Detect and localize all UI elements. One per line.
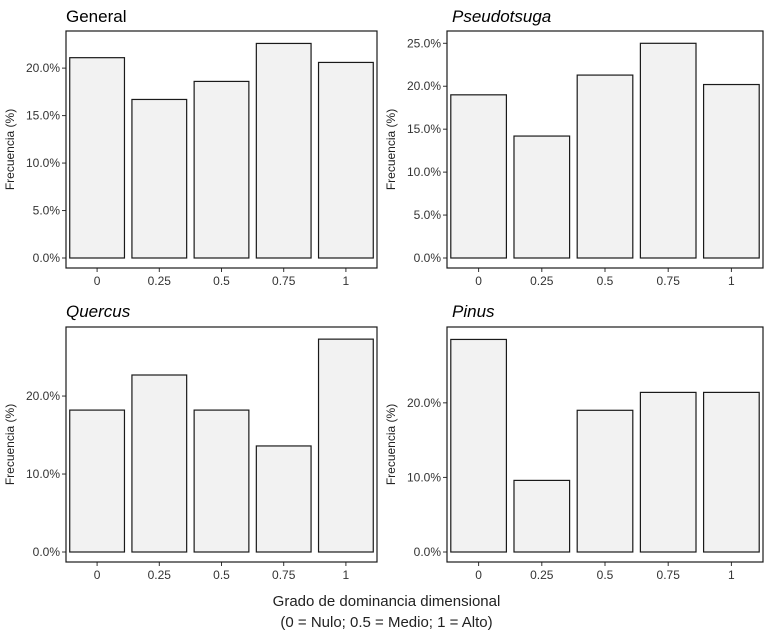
panel-2-ytick-label: 20.0% xyxy=(407,79,441,93)
panel-3-ytick-label: 20.0% xyxy=(26,389,60,403)
panel-4-xtick-label: 0.25 xyxy=(530,568,554,582)
panel-2-title: Pseudotsuga xyxy=(452,7,551,26)
panel-2-ytick-label: 15.0% xyxy=(407,122,441,136)
panel-1-xtick-label: 0.25 xyxy=(148,274,172,288)
panel-4: Pinus 0.0% 10.0% 20.0% Frecuencia (%) 0 0.25 0.… xyxy=(384,302,764,582)
panel-4-bar-0.25 xyxy=(513,479,571,553)
panel-2-bar-0.25 xyxy=(513,135,571,259)
panel-3-xtick-label: 1 xyxy=(343,568,350,582)
panel-2-frame xyxy=(446,30,764,269)
panel-1-ytick-label: 10.0% xyxy=(26,156,60,170)
panel-1-bar-1 xyxy=(317,61,374,259)
panel-1-ytick-label: 15.0% xyxy=(26,109,60,123)
panel-4-bar-1 xyxy=(702,391,760,553)
panel-3: Quercus 0.0% 10.0% 20.0% Frecuencia (%) 0 0.25… xyxy=(3,302,378,582)
panel-4-title: Pinus xyxy=(452,302,495,321)
panel-4-xtick-label: 0.75 xyxy=(657,568,681,582)
panel-4-ytick-label: 20.0% xyxy=(407,396,441,410)
panel-2-ytick-label: 10.0% xyxy=(407,165,441,179)
panel-1-title: General xyxy=(66,7,126,26)
panel-2-bar-0.75 xyxy=(639,42,697,259)
panel-3-xtick-label: 0 xyxy=(94,568,101,582)
panel-3-bar-0 xyxy=(69,409,126,553)
panel-3-bar-0.5 xyxy=(193,409,250,553)
panel-3-ytick-label: 10.0% xyxy=(26,467,60,481)
panel-1: General 0.0% 5.0% 10.0% 15.0% 20.0% Frecuencia… xyxy=(3,7,378,288)
panel-2-xtick-label: 0.75 xyxy=(657,274,681,288)
panel-1-xtick-label: 0.75 xyxy=(272,274,296,288)
panel-2-y-axis-title: Frecuencia (%) xyxy=(384,109,398,190)
panel-2-ytick-label: 5.0% xyxy=(414,208,442,222)
panel-4-bar-0.75 xyxy=(639,391,697,553)
x-axis-subtitle: (0 = Nulo; 0.5 = Medio; 1 = Alto) xyxy=(280,614,493,631)
panel-4-y-axis-title: Frecuencia (%) xyxy=(384,404,398,485)
panel-1-y-axis-title: Frecuencia (%) xyxy=(3,109,17,190)
panel-1-xtick-label: 0 xyxy=(94,274,101,288)
panel-2-xtick-label: 0.25 xyxy=(530,274,554,288)
panel-4-frame xyxy=(446,326,764,563)
panel-4-xtick-label: 0.5 xyxy=(597,568,614,582)
panel-2-bar-1 xyxy=(702,83,760,259)
panel-1-bar-0.75 xyxy=(255,42,312,259)
panel-3-bar-0.25 xyxy=(131,374,188,553)
panel-1-xtick-label: 1 xyxy=(343,274,350,288)
panel-3-bar-1 xyxy=(317,338,374,553)
panel-4-xtick-label: 0 xyxy=(475,568,482,582)
panel-1-bar-0.5 xyxy=(193,80,250,259)
x-axis-title: Grado de dominancia dimensional xyxy=(272,593,501,610)
panel-3-ytick-label: 0.0% xyxy=(33,545,61,559)
panel-1-ytick-label: 5.0% xyxy=(33,204,61,218)
panel-2-xtick-label: 0 xyxy=(475,274,482,288)
panel-1-xtick-label: 0.5 xyxy=(213,274,230,288)
panel-1-bar-0.25 xyxy=(131,98,188,259)
panel-2-ytick-label: 0.0% xyxy=(414,251,442,265)
panel-4-ytick-label: 0.0% xyxy=(414,545,442,559)
panel-3-y-axis-title: Frecuencia (%) xyxy=(3,404,17,485)
panel-2: Pseudotsuga 0.0% 5.0% 10.0% 15.0% 20.0% 25.0% F… xyxy=(384,7,764,288)
panel-2-xtick-label: 0.5 xyxy=(597,274,614,288)
panel-1-bar-0 xyxy=(69,57,126,259)
panel-2-bar-0 xyxy=(450,94,508,259)
panel-4-xtick-label: 1 xyxy=(728,568,735,582)
panel-3-xtick-label: 0.25 xyxy=(148,568,172,582)
panel-1-ytick-label: 0.0% xyxy=(33,251,61,265)
panel-3-frame xyxy=(65,326,378,563)
panel-4-ytick-label: 10.0% xyxy=(407,470,441,484)
panel-1-frame xyxy=(65,30,378,269)
panel-3-bar-0.75 xyxy=(255,445,312,553)
panel-2-bar-0.5 xyxy=(576,74,634,259)
panel-3-xtick-label: 0.75 xyxy=(272,568,296,582)
panel-1-ytick-label: 20.0% xyxy=(26,61,60,75)
panel-4-bar-0 xyxy=(450,338,508,553)
panel-2-ytick-label: 25.0% xyxy=(407,36,441,50)
panel-3-title: Quercus xyxy=(66,302,131,321)
panel-2-xtick-label: 1 xyxy=(728,274,735,288)
panel-3-xtick-label: 0.5 xyxy=(213,568,230,582)
panel-4-bar-0.5 xyxy=(576,409,634,553)
